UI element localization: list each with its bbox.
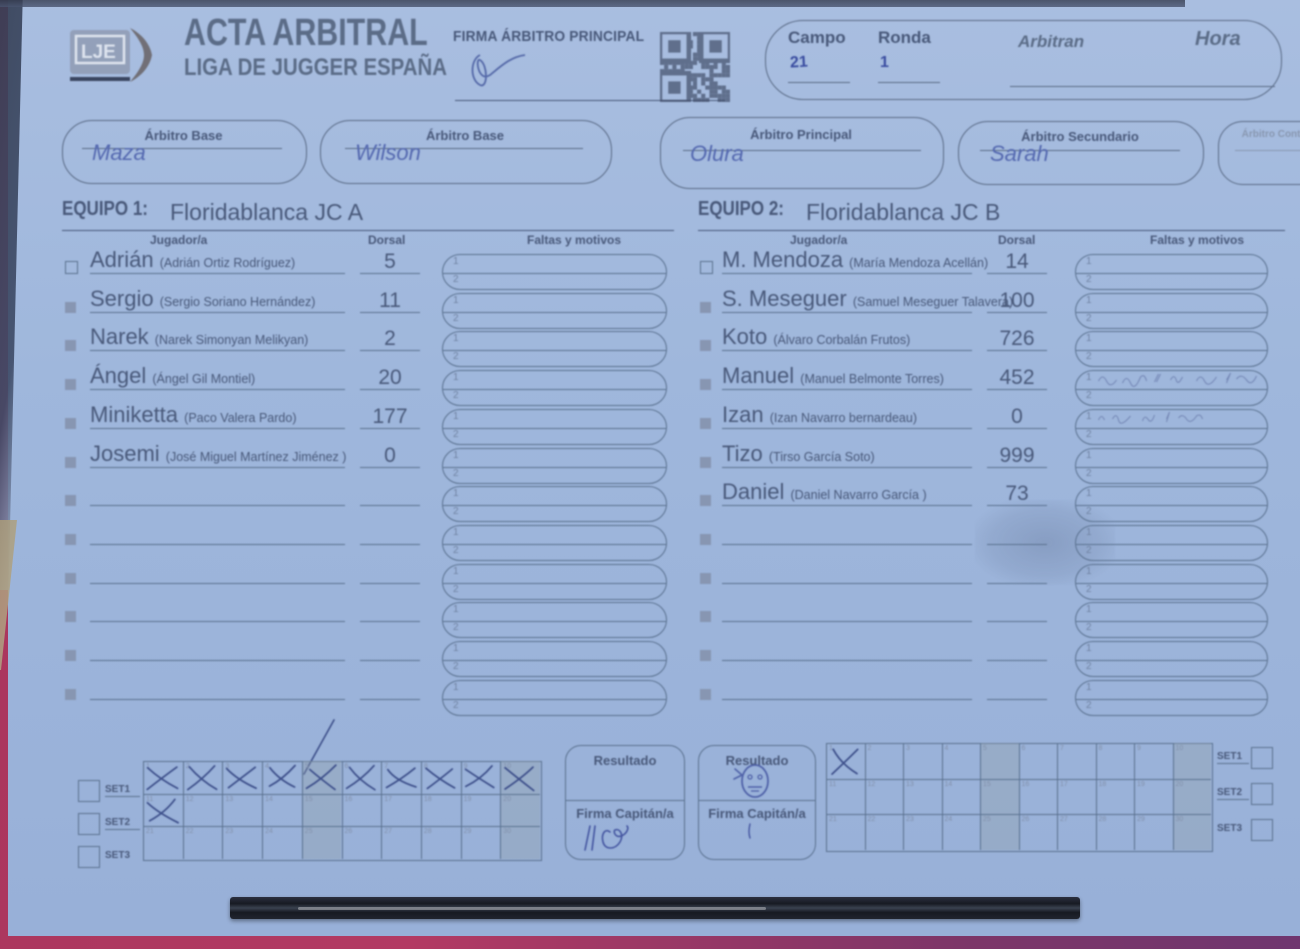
- svg-text:LJE: LJE: [81, 42, 116, 63]
